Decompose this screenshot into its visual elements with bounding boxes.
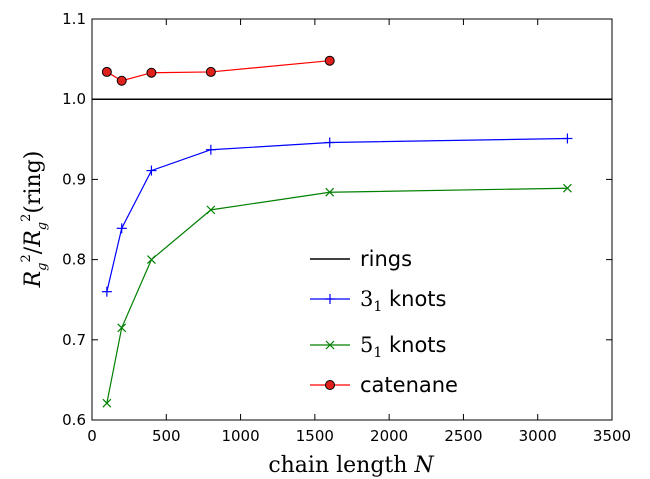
x-tick-label: 3500 — [593, 427, 631, 445]
axes: 0 500 1000 1500 2000 2500 3000 3500 0.6 0.7 0.8 0.9… — [62, 10, 631, 445]
series-line — [106, 60, 330, 82]
data-point-x-b — [147, 255, 156, 265]
y-axis-label: Rg2/Rg2(ring) — [19, 151, 50, 289]
series-2 — [101, 55, 335, 86]
legend-entry: rings — [310, 247, 412, 271]
data-point-circle — [324, 55, 335, 66]
y-tick-label: 0.8 — [62, 251, 86, 269]
series-line — [106, 187, 568, 404]
data-point-circle — [325, 380, 335, 390]
y-tick-label: 1.0 — [62, 90, 86, 108]
x-tick-label: 500 — [152, 427, 181, 445]
x-tick-label: 1000 — [221, 427, 259, 445]
plot-frame — [91, 18, 613, 421]
legend-label-rings: rings — [360, 247, 412, 271]
legend-entry: catenane — [310, 373, 458, 397]
y-tick-label: 0.7 — [62, 331, 86, 349]
legend-label: catenane — [360, 373, 458, 397]
legend-entry: 51 knots — [310, 333, 446, 361]
x-tick-label: 1500 — [296, 427, 334, 445]
y-tick-label: 0.9 — [62, 170, 86, 188]
data-point-x-b — [325, 187, 335, 197]
x-tick-label: 0 — [87, 427, 97, 445]
y-tick-label: 0.6 — [62, 411, 86, 429]
data-point-x-b — [563, 183, 572, 193]
legend-label: 31 knots — [360, 287, 446, 315]
x-axis-label: chain length N — [268, 453, 434, 478]
data-point-x-b — [206, 205, 216, 215]
x-tick-label: 2000 — [370, 427, 408, 445]
legend: rings 31 knots 51 knots catenane — [310, 247, 458, 397]
data-point-circle — [116, 75, 127, 86]
legend-entry: 31 knots — [310, 287, 446, 315]
data-point-circle — [101, 66, 112, 77]
y-tick-label: 1.1 — [62, 10, 86, 28]
x-tick-label: 3000 — [519, 427, 557, 445]
x-tick-label: 2500 — [444, 427, 482, 445]
series-1 — [102, 183, 572, 408]
plot-area — [92, 55, 612, 408]
data-point-x-b — [102, 398, 112, 408]
data-point-circle — [205, 66, 216, 77]
series-line — [106, 137, 568, 292]
data-point-x-b — [117, 323, 127, 333]
legend-label: 51 knots — [360, 333, 446, 361]
data-point-x-b — [325, 340, 335, 350]
series-0 — [101, 133, 573, 297]
data-point-circle — [146, 67, 157, 78]
